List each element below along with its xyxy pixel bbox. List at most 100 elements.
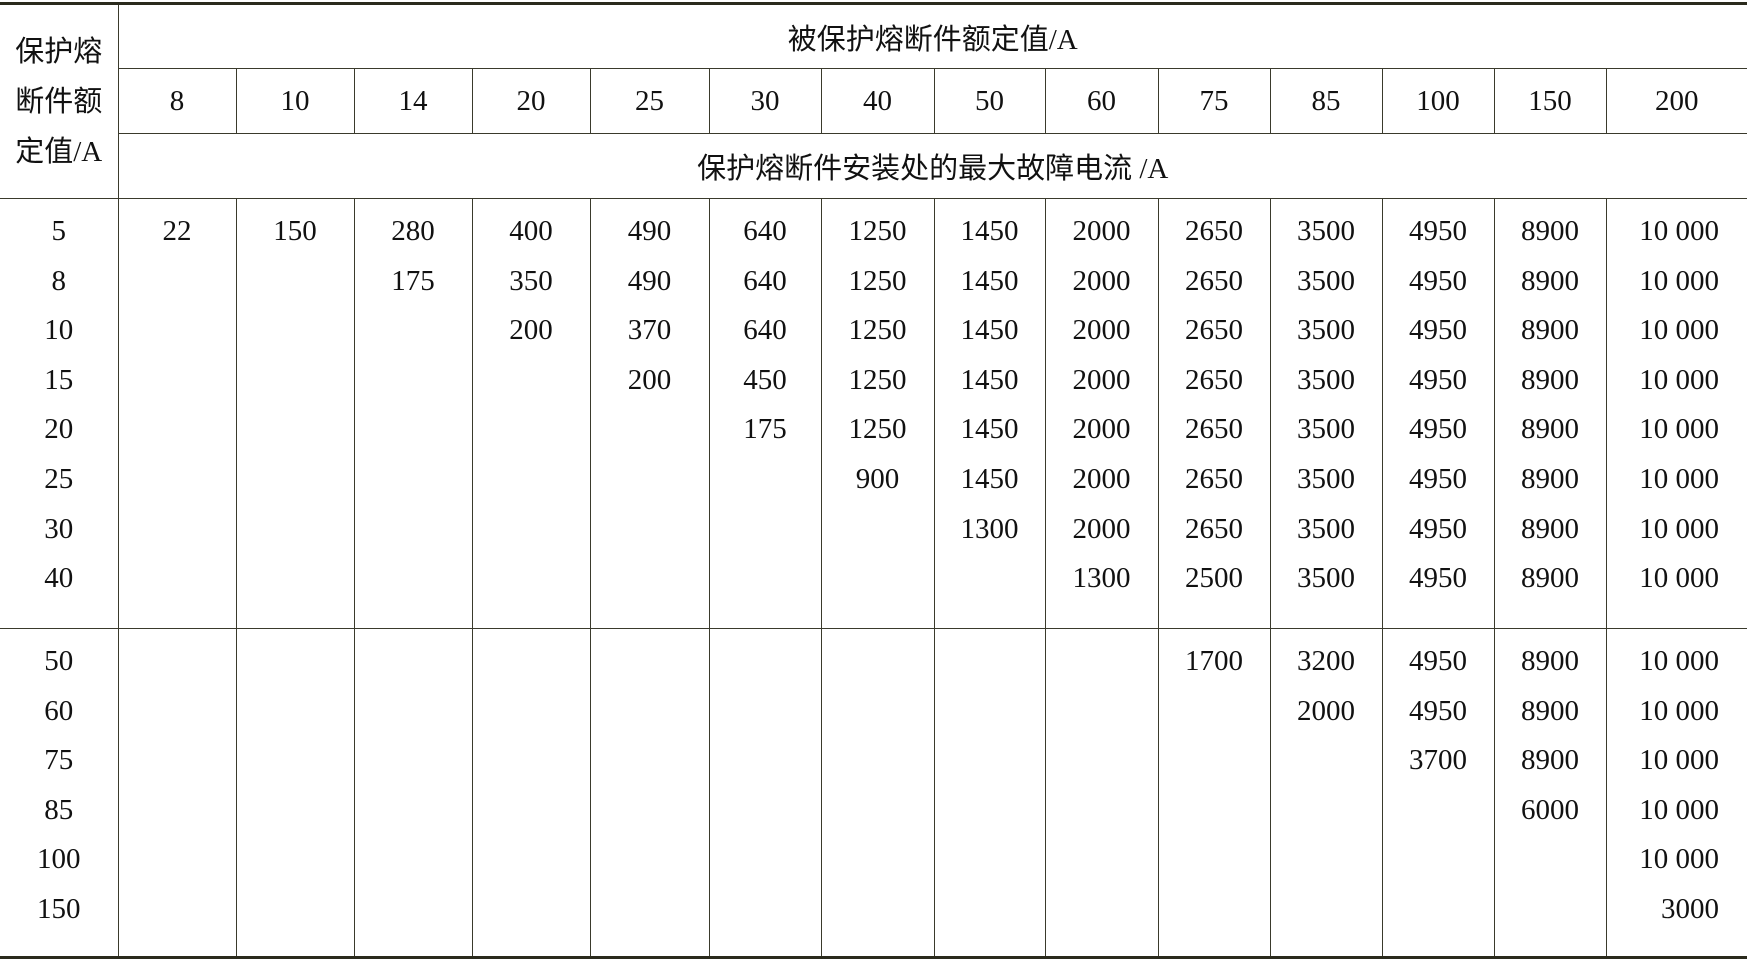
fault-current-value: 2500 [1185, 562, 1243, 595]
fault-current-value: 2000 [1072, 512, 1131, 545]
fault-current-value: 10 000 [1639, 512, 1720, 545]
data-cell: 8900 8900 8900 8900 8900 8900 8900 8900 [1493, 198, 1607, 629]
column-header: 30 [708, 68, 822, 134]
fault-current-value: 1250 [848, 314, 907, 347]
data-cell [1044, 628, 1159, 959]
fault-current-value: 10 000 [1639, 363, 1720, 396]
row-label: 40 [44, 562, 74, 595]
row-label: 150 [37, 892, 81, 925]
data-cell [235, 628, 355, 959]
data-cell: 3200 2000 [1269, 628, 1383, 959]
fault-current-value: 3500 [1297, 562, 1355, 595]
fault-current-value: 3000 [1661, 892, 1720, 925]
fault-current-value: 4950 [1409, 363, 1467, 396]
fault-current-value: 8900 [1521, 744, 1579, 777]
data-cell: 10 000 10 000 10 000 10 000 10 000 3000 [1605, 628, 1747, 959]
fault-current-value: 350 [509, 264, 553, 297]
fault-current-value: 1250 [848, 264, 907, 297]
data-cell: 2000 2000 2000 2000 2000 2000 2000 1300 [1044, 198, 1159, 629]
row-label: 20 [44, 413, 74, 446]
fault-current-value: 2650 [1185, 215, 1243, 247]
row-label: 8 [51, 264, 67, 297]
column-header: 8 [118, 68, 237, 134]
row-label: 85 [44, 793, 74, 826]
fault-current-value: 10 000 [1639, 462, 1720, 495]
fault-current-value: 10 000 [1639, 562, 1720, 595]
column-header: 20 [471, 68, 591, 134]
fault-current-value: 3500 [1297, 413, 1355, 446]
fault-current-value: 490 [627, 215, 672, 247]
fault-current-value: 490 [627, 264, 672, 297]
fault-current-value: 10 000 [1639, 843, 1720, 876]
fault-current-value: 200 [509, 314, 553, 347]
table-row-group: 50 60 75 85 100 150 1700 3200 2000 4950 4950 3700 89… [0, 628, 1747, 959]
column-header: 60 [1044, 68, 1159, 134]
data-cell: 400 350 200 [471, 198, 591, 629]
data-cell: 1450 1450 1450 1450 1450 1450 1300 [933, 198, 1046, 629]
fault-current-value: 280 [391, 215, 435, 247]
row-labels-cell: 50 60 75 85 100 150 [0, 628, 119, 959]
data-cell: 2650 2650 2650 2650 2650 2650 2650 2500 [1157, 198, 1271, 629]
column-header: 200 [1605, 68, 1747, 134]
row-label: 60 [44, 694, 74, 727]
fault-current-value: 2650 [1185, 413, 1243, 446]
fault-current-value: 3700 [1409, 744, 1467, 777]
fault-current-value: 8900 [1521, 215, 1579, 247]
data-cell: 640 640 640 450 175 [708, 198, 822, 629]
fault-current-value: 4950 [1409, 694, 1467, 727]
column-header: 14 [353, 68, 473, 134]
data-cell: 8900 8900 8900 6000 [1493, 628, 1607, 959]
row-label: 5 [51, 215, 67, 247]
fault-current-value: 4950 [1409, 413, 1467, 446]
fault-current-value: 1450 [960, 264, 1019, 297]
fault-current-value: 2000 [1072, 413, 1131, 446]
fault-current-value: 2650 [1185, 314, 1243, 347]
data-cell: 4950 4950 4950 4950 4950 4950 4950 4950 [1381, 198, 1495, 629]
fault-current-value: 1300 [960, 512, 1019, 545]
row-label: 25 [44, 462, 74, 495]
fault-current-value: 2000 [1072, 215, 1131, 247]
data-cell [933, 628, 1046, 959]
data-cell: 150 [235, 198, 355, 629]
fault-current-value: 3500 [1297, 264, 1355, 297]
fault-current-value: 8900 [1521, 264, 1579, 297]
fault-current-value: 2650 [1185, 462, 1243, 495]
fault-current-value: 3500 [1297, 462, 1355, 495]
fault-current-value: 2650 [1185, 512, 1243, 545]
fault-current-value: 200 [627, 363, 672, 396]
column-header: 75 [1157, 68, 1271, 134]
column-header: 100 [1381, 68, 1495, 134]
fault-current-value: 3200 [1297, 645, 1355, 677]
fault-current-value: 10 000 [1639, 793, 1720, 826]
fault-current-value: 6000 [1521, 793, 1579, 826]
data-cell [471, 628, 591, 959]
row-label: 100 [37, 843, 81, 876]
fault-current-value: 2650 [1185, 264, 1243, 297]
sub-header-max-fault-current: 保护熔断件安装处的最大故障电流 /A [118, 133, 1747, 199]
fault-current-value: 1450 [960, 314, 1019, 347]
row-labels-cell: 5 8 10 15 20 25 30 40 [0, 198, 119, 629]
fault-current-value: 8900 [1521, 512, 1579, 545]
row-label: 10 [44, 314, 74, 347]
fault-current-value: 175 [743, 413, 787, 446]
fault-current-value: 1250 [848, 215, 907, 247]
column-header-row: 8 10 14 20 25 30 40 50 60 75 85 100 150 200 [0, 68, 1747, 134]
fault-current-value: 175 [391, 264, 435, 297]
data-cell [589, 628, 710, 959]
fault-current-value: 400 [509, 215, 553, 247]
fault-current-value: 1250 [848, 363, 907, 396]
fault-current-value: 1250 [848, 413, 907, 446]
fault-current-value: 1300 [1072, 562, 1131, 595]
data-cell: 4950 4950 3700 [1381, 628, 1495, 959]
fault-current-value: 1450 [960, 413, 1019, 446]
fault-current-value: 4950 [1409, 512, 1467, 545]
fault-current-value: 2000 [1072, 264, 1131, 297]
fault-current-value: 10 000 [1639, 215, 1720, 247]
column-header: 25 [589, 68, 710, 134]
column-header: 50 [933, 68, 1046, 134]
fault-current-value: 8900 [1521, 314, 1579, 347]
fault-current-value: 1450 [960, 462, 1019, 495]
data-cell: 280 175 [353, 198, 473, 629]
column-header: 40 [820, 68, 935, 134]
row-label: 75 [44, 744, 74, 777]
